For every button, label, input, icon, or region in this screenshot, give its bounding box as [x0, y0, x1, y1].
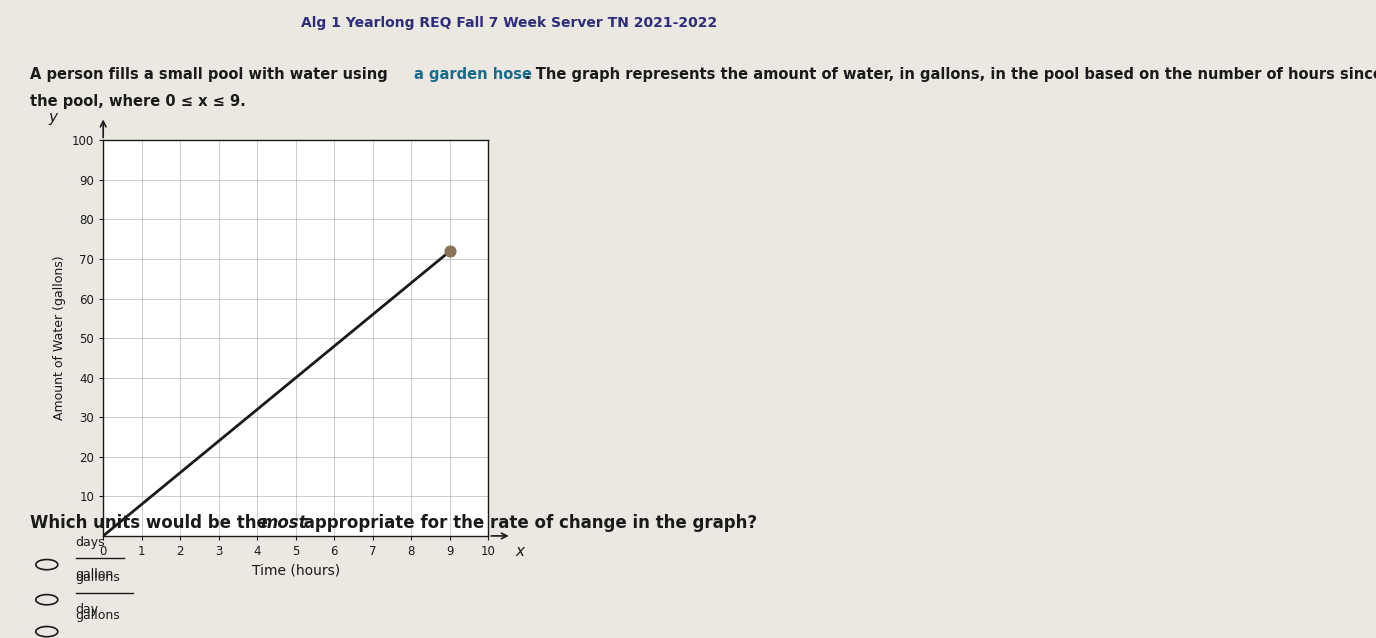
Text: gallons: gallons [76, 571, 121, 584]
Text: days: days [76, 536, 106, 549]
Text: A person fills a small pool with water using: A person fills a small pool with water u… [30, 67, 394, 82]
Text: x: x [516, 544, 524, 560]
Text: most: most [261, 514, 307, 531]
Text: Which units would be the: Which units would be the [30, 514, 274, 531]
Text: . The graph represents the amount of water, in gallons, in the pool based on the: . The graph represents the amount of wat… [526, 67, 1376, 82]
Text: the pool, where 0 ≤ x ≤ 9.: the pool, where 0 ≤ x ≤ 9. [30, 94, 246, 109]
Text: . The graph represents the amount of water, in gallons, in the pool based on the: . The graph represents the amount of wat… [28, 51, 1090, 66]
Text: A person fills a small pool with water using: A person fills a small pool with water u… [28, 51, 391, 66]
Text: gallons: gallons [76, 609, 121, 622]
Text: Alg 1 Yearlong REQ Fall 7 Week Server TN 2021-2022: Alg 1 Yearlong REQ Fall 7 Week Server TN… [301, 16, 717, 30]
Text: day: day [76, 603, 99, 616]
X-axis label: Time (hours): Time (hours) [252, 563, 340, 577]
Text: a garden hose: a garden hose [414, 67, 533, 82]
Text: a garden hose: a garden hose [28, 51, 146, 66]
Text: gallon: gallon [76, 568, 114, 581]
Y-axis label: Amount of Water (gallons): Amount of Water (gallons) [54, 256, 66, 420]
Point [439, 246, 461, 256]
Text: y: y [48, 110, 58, 124]
Text: appropriate for the rate of change in the graph?: appropriate for the rate of change in th… [297, 514, 757, 531]
